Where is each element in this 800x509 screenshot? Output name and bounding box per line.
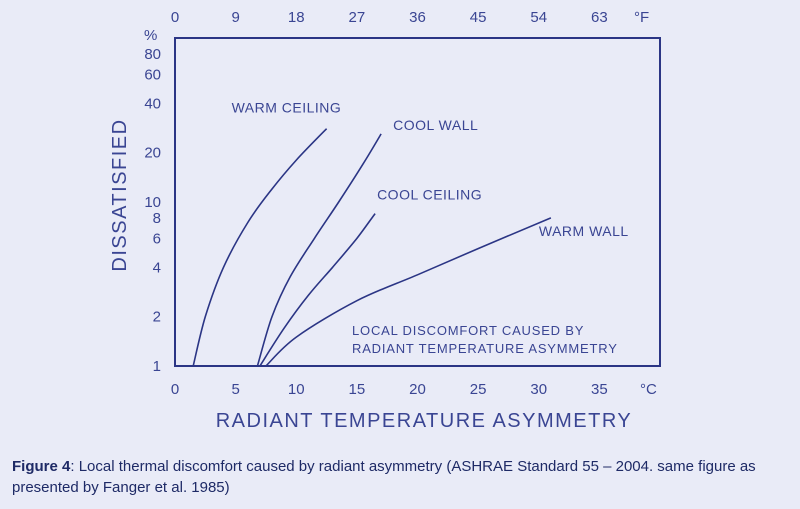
caption-label: Figure 4 (12, 458, 71, 475)
y-axis-title: DISSATISFIED (109, 118, 131, 271)
series-line-warm-ceiling (192, 128, 328, 367)
y-tick-label: 4 (153, 259, 161, 276)
y-unit-label: % (144, 27, 157, 44)
top-tick-label: 36 (409, 9, 426, 26)
x-axis-title: RADIANT TEMPERATURE ASYMMETRY (216, 410, 633, 432)
top-tick-label: 9 (231, 9, 239, 26)
chart: 0 5 10 15 20 25 30 35 0 9 18 27 36 45 54 63 1246810204… (109, 9, 661, 432)
annotation-line-2: RADIANT TEMPERATURE ASYMMETRY (352, 341, 618, 356)
x-tick-label: 10 (288, 381, 305, 398)
y-tick-label: 10 (144, 194, 161, 211)
y-tick-label: 80 (144, 46, 161, 63)
x-tick-label: 15 (349, 381, 366, 398)
y-tick-label: 60 (144, 66, 161, 83)
series-line-cool-ceiling (259, 213, 376, 367)
x-tick-label: 5 (231, 381, 239, 398)
series-label-warm-ceiling: WARM CEILING (232, 100, 342, 116)
annotation-line-1: LOCAL DISCOMFORT CAUSED BY (352, 323, 584, 338)
top-tick-label: 54 (530, 9, 547, 26)
caption-text: : Local thermal discomfort caused by rad… (12, 458, 756, 496)
series-label-cool-ceiling: COOL CEILING (377, 187, 482, 203)
top-tick-label: 63 (591, 9, 608, 26)
x-tick-label: 20 (409, 381, 426, 398)
figure-caption: Figure 4: Local thermal discomfort cause… (12, 456, 792, 498)
top-unit-label: °F (634, 9, 649, 26)
x-tick-label: 0 (171, 381, 179, 398)
top-tick-label: 0 (171, 9, 179, 26)
x-tick-label: 35 (591, 381, 608, 398)
y-tick-label: 8 (153, 210, 161, 227)
plot-frame (174, 37, 661, 367)
top-tick-label: 27 (349, 9, 366, 26)
y-tick-label: 2 (153, 309, 161, 326)
y-tick-label: 1 (153, 358, 161, 375)
series-line-cool-wall (256, 133, 382, 367)
series-label-warm-wall: WARM WALL (539, 223, 629, 239)
series-label-cool-wall: COOL WALL (393, 117, 478, 133)
x-tick-label: 25 (470, 381, 487, 398)
y-tick-label: 6 (153, 230, 161, 247)
y-tick-label: 40 (144, 95, 161, 112)
top-tick-label: 45 (470, 9, 487, 26)
y-tick-label: 20 (144, 145, 161, 162)
x-tick-label: 30 (530, 381, 547, 398)
series-line-warm-wall (265, 217, 552, 367)
x-unit-label: °C (640, 381, 657, 398)
top-tick-label: 18 (288, 9, 305, 26)
